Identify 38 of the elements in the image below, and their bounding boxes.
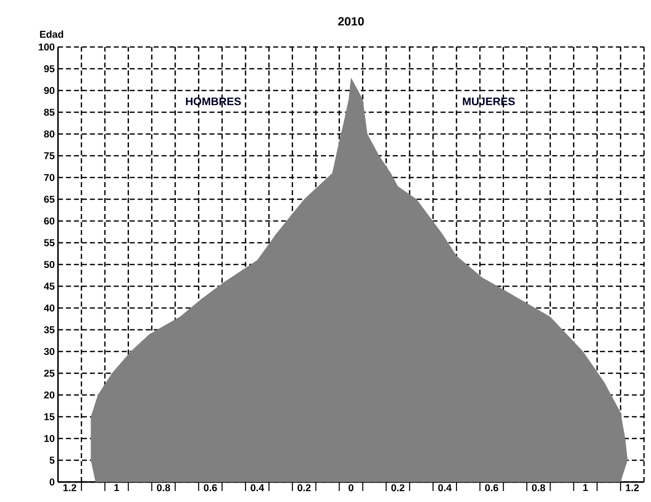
y-tick-label: 40 — [44, 304, 54, 312]
x-tick-label: 1 — [583, 484, 588, 492]
y-tick-label: 0 — [50, 478, 54, 486]
y-tick-label: 30 — [44, 348, 54, 356]
x-tick-label: 0.8 — [532, 484, 546, 492]
y-tick-label: 70 — [44, 174, 54, 182]
y-tick-label: 75 — [44, 152, 55, 160]
y-axis-title: Edad — [40, 30, 64, 38]
y-tick-label: 85 — [44, 108, 55, 116]
x-tick-label: 0.2 — [298, 484, 311, 492]
x-tick-label: 0.6 — [485, 484, 498, 492]
annotation: HOMBRES — [186, 98, 241, 106]
y-tick-label: 55 — [44, 239, 55, 246]
y-tick-label: 90 — [44, 86, 54, 94]
x-tick-label: 1 — [114, 484, 120, 492]
y-tick-label: 5 — [50, 456, 55, 464]
x-tick-label: 0.8 — [156, 484, 170, 492]
x-tick-label: 0 — [348, 484, 354, 492]
x-tick-label: 0.4 — [250, 484, 264, 492]
y-tick-label: 50 — [44, 260, 54, 268]
y-tick-label: 10 — [44, 434, 54, 442]
x-tick-label: 0.4 — [438, 484, 452, 492]
x-tick-label: 1.2 — [626, 484, 639, 492]
y-tick-label: 60 — [44, 217, 54, 225]
y-tick-label: 65 — [44, 196, 55, 203]
annotation: MUJERES — [462, 98, 515, 106]
y-tick-label: 100 — [38, 43, 54, 51]
chart-title: 2010 — [338, 17, 364, 26]
y-tick-label: 15 — [44, 413, 55, 420]
x-tick-label: 0.2 — [391, 484, 404, 492]
x-tick-label: 1.2 — [63, 484, 76, 492]
y-tick-label: 45 — [44, 282, 55, 290]
y-tick-label: 95 — [44, 65, 55, 72]
y-tick-label: 20 — [44, 391, 54, 399]
y-tick-label: 25 — [44, 370, 55, 377]
x-tick-label: 0.6 — [204, 484, 217, 492]
y-tick-label: 80 — [44, 130, 54, 138]
y-tick-label: 35 — [44, 326, 55, 334]
